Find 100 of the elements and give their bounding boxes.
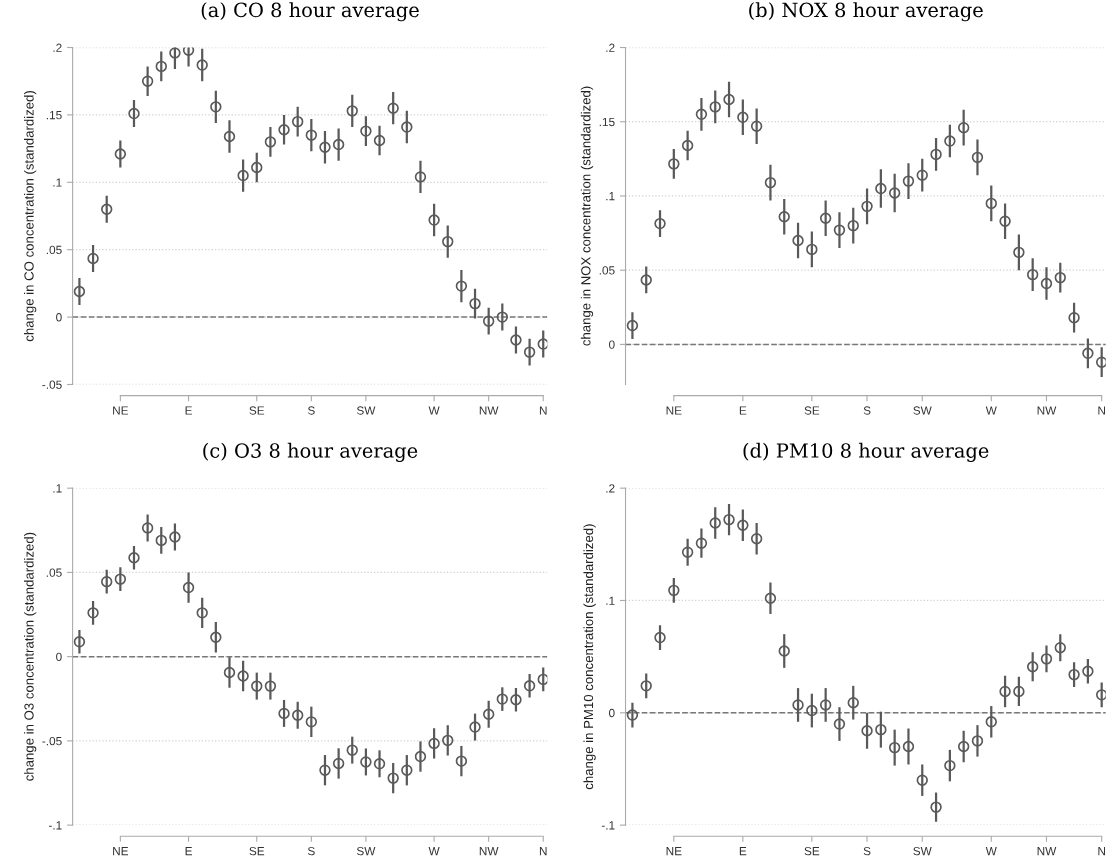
point [469, 721, 481, 733]
x-tick-label: N [539, 847, 547, 856]
point [1095, 689, 1106, 701]
point [401, 121, 413, 133]
y-tick-label: .1 [53, 484, 62, 493]
point [709, 101, 721, 113]
point [169, 47, 181, 59]
x-tick-label: SE [804, 846, 820, 856]
point [496, 311, 509, 323]
point [847, 696, 859, 709]
point [737, 519, 749, 531]
x-tick-label: NW [479, 847, 499, 856]
x-tick-label: E [739, 847, 747, 856]
x-tick-label: NE [113, 406, 129, 415]
y-axis-title: change in NOX concentration (standardized) [580, 86, 594, 346]
point [833, 224, 846, 236]
x-tick-label: NE [666, 406, 682, 415]
chart-title: (d) PM10 8 hour average [743, 442, 989, 462]
point [332, 757, 345, 770]
point [251, 680, 263, 692]
point [414, 750, 427, 763]
point [916, 774, 928, 786]
point [141, 75, 154, 87]
point [455, 280, 468, 292]
point [764, 592, 777, 604]
x-tick-label: SE [804, 406, 820, 415]
point [264, 680, 277, 692]
point [291, 709, 304, 721]
point [482, 708, 495, 720]
point [101, 203, 113, 215]
point [778, 645, 790, 657]
point [916, 169, 928, 181]
chart-title: (a) CO 8 hour average [201, 2, 419, 22]
point [482, 315, 495, 327]
point [210, 101, 222, 113]
point [128, 107, 140, 120]
x-tick-label: W [428, 847, 440, 856]
point [510, 334, 522, 346]
x-tick-label: W [985, 406, 997, 415]
x-tick-label: SW [913, 846, 932, 856]
point [1054, 641, 1066, 654]
point [957, 740, 970, 753]
point [155, 534, 167, 547]
point [401, 764, 413, 776]
point [360, 756, 372, 768]
point [750, 533, 763, 545]
point [387, 102, 399, 114]
point [537, 338, 548, 350]
point [971, 735, 984, 747]
point [455, 755, 468, 767]
point [640, 680, 652, 692]
y-tick-label: 0 [609, 340, 615, 349]
y-tick-label: 0 [56, 313, 62, 322]
point [155, 60, 167, 73]
point [1040, 277, 1053, 290]
point [1082, 665, 1094, 677]
point [169, 531, 181, 543]
point [278, 124, 290, 136]
point [640, 274, 652, 286]
point [833, 718, 846, 730]
y-tick-label: -.05 [42, 736, 62, 746]
point [469, 297, 481, 310]
point [1026, 661, 1039, 673]
point [985, 716, 997, 728]
point [346, 744, 358, 756]
point [278, 707, 290, 720]
point [999, 685, 1011, 698]
point [695, 537, 708, 549]
point [523, 680, 536, 692]
point [496, 693, 509, 705]
point [806, 243, 818, 256]
point [237, 169, 249, 182]
point [237, 670, 249, 682]
y-axis-title: change in CO concentration (standardized) [23, 91, 37, 342]
point [428, 214, 440, 226]
point [442, 734, 454, 747]
point [196, 59, 208, 71]
point [73, 285, 86, 298]
x-tick-label: NE [666, 847, 682, 856]
point [332, 138, 345, 151]
point [654, 217, 666, 230]
point [723, 513, 735, 526]
point [875, 723, 887, 736]
y-tick-label: -.1 [601, 821, 615, 830]
point [888, 187, 901, 199]
point [861, 725, 873, 737]
point [319, 141, 331, 153]
y-tick-label: 0 [56, 652, 62, 662]
point [251, 161, 263, 174]
y-tick-label: .1 [53, 178, 62, 187]
y-axis-title: change in O3 concentration (standardized) [23, 532, 37, 781]
x-tick-label: NW [1037, 847, 1057, 856]
point [360, 125, 372, 137]
point [819, 212, 832, 224]
point [737, 111, 749, 123]
y-tick-label: .15 [46, 111, 62, 120]
y-tick-label: .05 [599, 266, 615, 275]
point [305, 129, 318, 141]
x-tick-label: NE [113, 847, 129, 856]
point [87, 607, 99, 619]
